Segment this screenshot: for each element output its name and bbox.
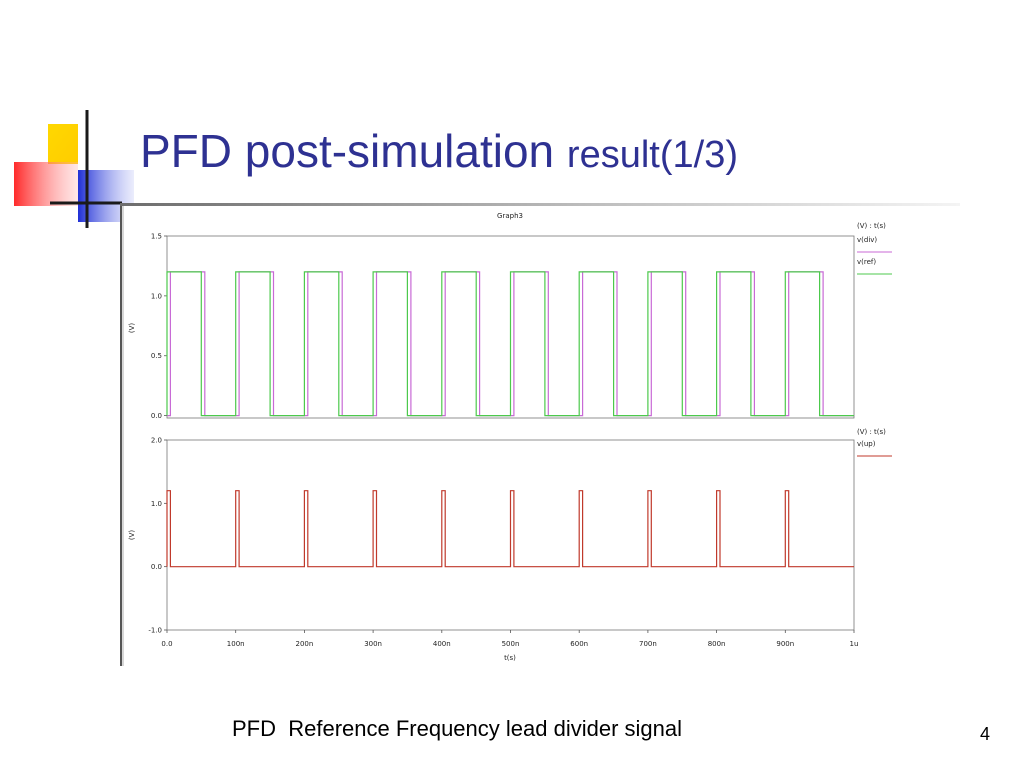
slide-caption: PFD Reference Frequency lead divider sig…	[232, 716, 683, 741]
y-tick-label: 2.0	[151, 437, 162, 445]
page-number: 4	[980, 724, 991, 744]
x-axis-label: t(s)	[504, 654, 516, 662]
x-tick-label: 300n	[364, 640, 382, 648]
graph-title: Graph3	[497, 212, 523, 220]
y-tick-label: 1.5	[151, 233, 162, 241]
x-tick-label: 400n	[433, 640, 451, 648]
bottom-ylabel: (V)	[128, 530, 136, 541]
graph-svg: Graph3 (V) (V) : t(s) (V) (V) : t(s) t(s…	[128, 212, 892, 662]
yellow-square	[48, 124, 78, 164]
bottom-legend-header: (V) : t(s)	[857, 428, 886, 436]
series-line-v-ref-	[166, 271, 854, 417]
x-tick-label: 800n	[708, 640, 726, 648]
slide-title: PFD post-simulation result(1/3)	[140, 124, 738, 178]
title-rule	[120, 203, 960, 206]
top-ylabel: (V)	[128, 323, 136, 334]
x-tick-label: 100n	[227, 640, 245, 648]
x-tick-label: 200n	[295, 640, 313, 648]
legend-label: v(ref)	[857, 258, 876, 266]
bottom-panel: (V) (V) : t(s) t(s)	[128, 428, 886, 662]
x-tick-label: 500n	[502, 640, 520, 648]
simulation-graph: Graph3 (V) (V) : t(s) (V) (V) : t(s) t(s…	[120, 206, 894, 666]
top-panel: (V) (V) : t(s)	[128, 222, 886, 419]
red-square	[14, 162, 78, 206]
legend-label: v(up)	[857, 440, 876, 448]
series-line-v-up-	[166, 490, 854, 568]
slide-decoration	[14, 110, 134, 228]
y-tick-label: 0.0	[151, 563, 162, 571]
title-main: PFD post-simulation	[140, 125, 567, 177]
legend-label: v(div)	[857, 236, 877, 244]
y-tick-label: 0.0	[151, 412, 162, 420]
x-tick-label: 900n	[776, 640, 794, 648]
x-tick-label: 700n	[639, 640, 657, 648]
chart-marks: 0.0 0.5 1.0 1.5 v(div) v(ref) -1.0 0.0 1.0 2.0 0.0…	[148, 233, 892, 648]
x-tick-label: 1u	[850, 640, 859, 648]
y-tick-label: 1.0	[151, 500, 162, 508]
top-legend-header: (V) : t(s)	[857, 222, 886, 230]
y-tick-label: -1.0	[148, 627, 162, 635]
title-sub: result(1/3)	[566, 134, 738, 176]
x-tick-label: 600n	[570, 640, 588, 648]
y-tick-label: 1.0	[151, 292, 162, 300]
y-tick-label: 0.5	[151, 352, 162, 360]
x-tick-label: 0.0	[161, 640, 172, 648]
